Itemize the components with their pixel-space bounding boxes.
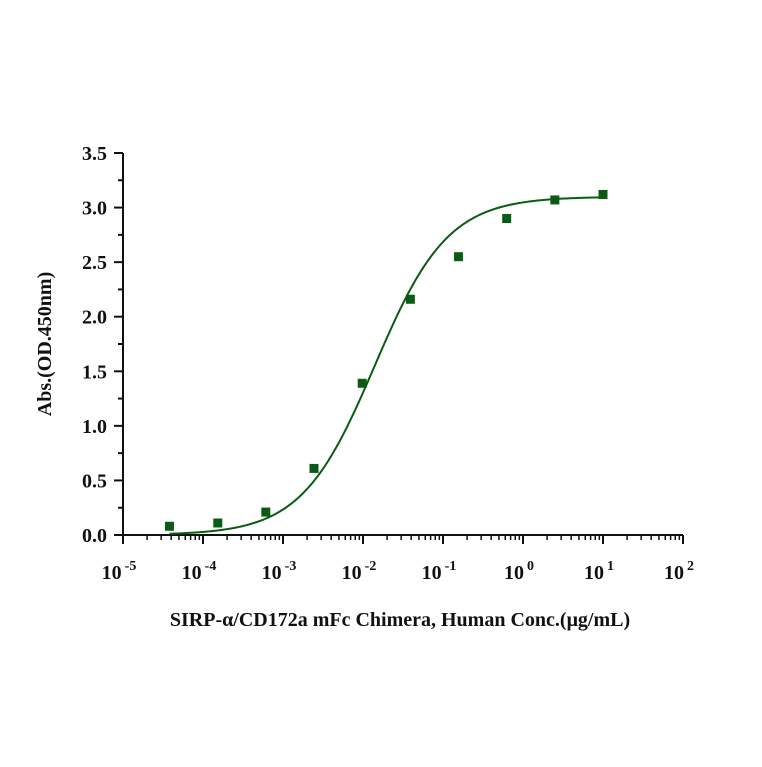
axes: 0.0 0.5 1.0 1.5 2.0 2.5 3.0 3.5 10 -5 10 -4 10 -3 10 -2… <box>82 143 694 584</box>
y-axis-label: Abs.(OD.450nm) <box>34 272 56 416</box>
x-tick-label: 10 -5 <box>102 559 137 584</box>
y-tick-label: 0.0 <box>82 525 107 547</box>
data-point <box>164 521 174 531</box>
x-tick-label: 10 0 <box>504 559 534 584</box>
data-point <box>309 463 319 473</box>
data-point <box>550 195 560 205</box>
data-points-layer <box>164 189 608 531</box>
data-point <box>357 378 367 388</box>
y-tick-label: 2.0 <box>82 307 107 329</box>
x-tick-label: 10 -1 <box>422 559 457 584</box>
y-tick-label: 2.5 <box>82 252 107 274</box>
x-axis-label: SIRP-α/CD172a mFc Chimera, Human Conc.(μ… <box>170 609 630 631</box>
data-point <box>598 189 608 199</box>
x-tick-label: 10 -4 <box>182 559 217 584</box>
fit-curve-layer <box>169 196 604 535</box>
y-tick-label: 3.0 <box>82 198 107 220</box>
data-point <box>261 507 271 517</box>
data-point <box>502 213 512 223</box>
x-tick-label: 10 -3 <box>262 559 297 584</box>
data-point <box>213 518 223 528</box>
x-tick-label: 10 -2 <box>342 559 377 584</box>
x-tick-label: 10 1 <box>584 559 614 584</box>
y-tick-label: 1.5 <box>82 361 107 383</box>
data-point <box>405 294 415 304</box>
fit-curve <box>169 196 604 535</box>
data-point <box>453 252 463 262</box>
y-tick-label: 3.5 <box>82 143 107 165</box>
y-tick-label: 0.5 <box>82 470 107 492</box>
x-tick-label: 10 2 <box>664 559 694 584</box>
y-tick-label: 1.0 <box>82 416 107 438</box>
